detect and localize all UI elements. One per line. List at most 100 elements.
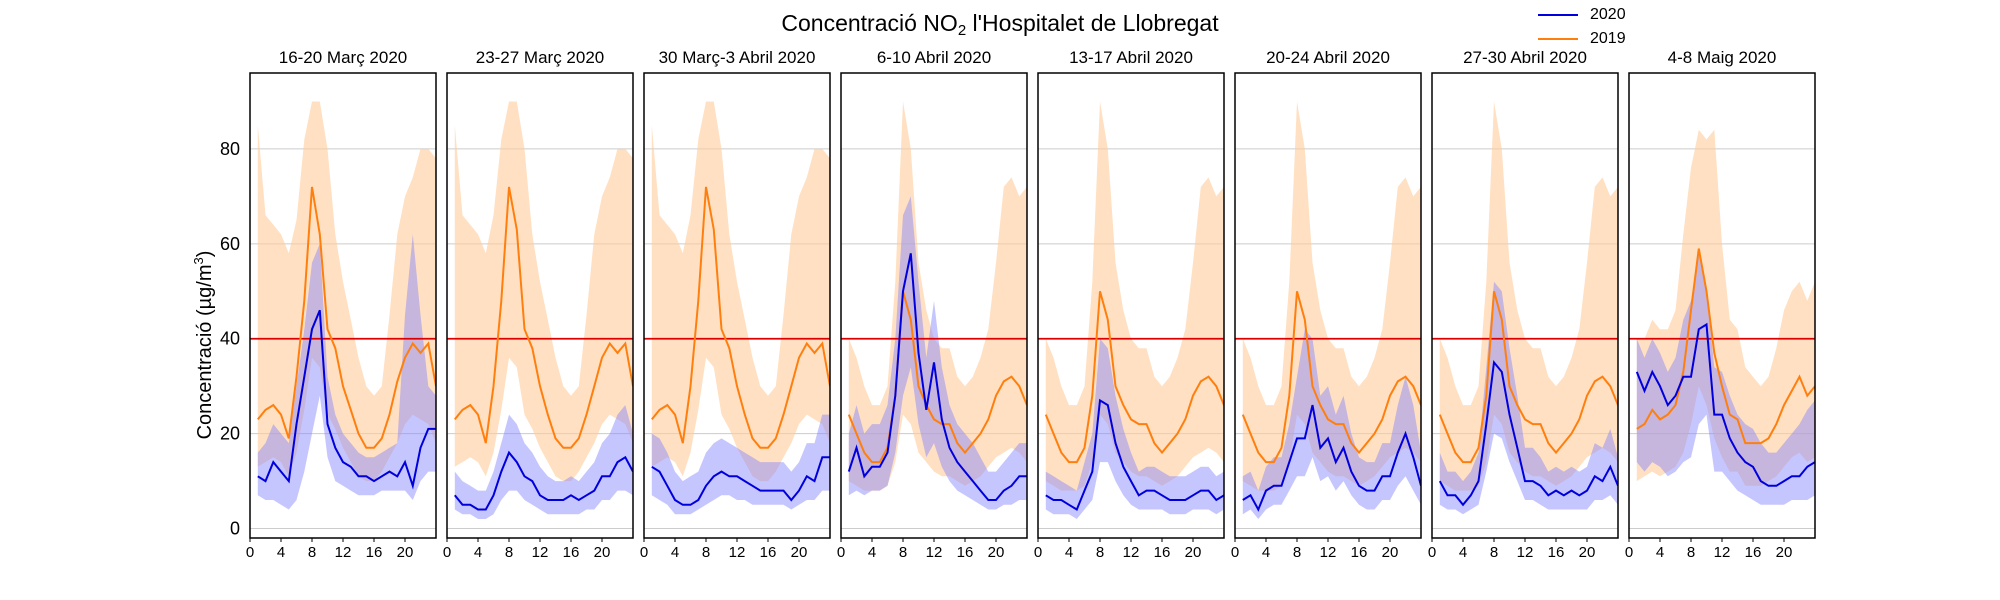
x-tick-label: 16 <box>1548 544 1565 561</box>
x-tick-label: 12 <box>1123 544 1140 561</box>
panel-4: 6-10 Abril 2020 0 4 8 12 16 20 <box>837 48 1028 561</box>
panel-7: 27-30 Abril 2020 0 4 8 12 16 20 <box>1428 48 1619 561</box>
x-tick-label: 16 <box>1351 544 1368 561</box>
series-2020-line <box>257 309 436 490</box>
x-tick-label: 20 <box>1185 544 1202 561</box>
x-tick-label: 20 <box>397 544 414 561</box>
x-tick-label: 0 <box>443 544 451 561</box>
panel-plot-area <box>250 101 436 510</box>
x-tick-label: 12 <box>1714 544 1731 561</box>
legend-entry-2020: 2020 <box>1538 3 1626 27</box>
y-tick-label: 0 <box>230 519 240 539</box>
x-tick-label: 0 <box>1625 544 1633 561</box>
x-tick-label: 12 <box>532 544 549 561</box>
series-2020-line <box>1242 404 1421 512</box>
band-2019 <box>1439 101 1618 491</box>
x-tick-label: 20 <box>1776 544 1793 561</box>
x-tick-label: 0 <box>837 544 845 561</box>
panel-8: 4-8 Maig 2020 0 4 8 12 16 20 <box>1625 48 1816 561</box>
band-2019 <box>454 101 633 482</box>
x-tick-label: 8 <box>1490 544 1498 561</box>
panel-title: 16-20 Març 2020 <box>279 48 408 67</box>
series-2019-line <box>847 291 1027 464</box>
band-2019 <box>651 101 830 482</box>
y-tick-label: 80 <box>220 139 240 159</box>
x-tick-label: 20 <box>1382 544 1399 561</box>
series-2019-line <box>1636 248 1815 445</box>
y-tick-label: 40 <box>220 329 240 349</box>
x-tick-label: 4 <box>1656 544 1664 561</box>
x-tick-label: 4 <box>1459 544 1467 561</box>
band-2019 <box>1636 129 1815 486</box>
x-tick-label: 4 <box>671 544 679 561</box>
panel-plot-area <box>1038 101 1224 519</box>
panel-title: 6-10 Abril 2020 <box>877 48 991 67</box>
legend-swatch-2020 <box>1538 14 1578 16</box>
series-2020-line <box>1438 359 1618 507</box>
x-tick-label: 8 <box>702 544 710 561</box>
x-tick-label: 12 <box>335 544 352 561</box>
legend: 2020 2019 <box>1538 3 1626 51</box>
x-tick-label: 4 <box>1262 544 1270 561</box>
band-2019 <box>848 101 1027 491</box>
panel-plot-area <box>1432 101 1618 515</box>
band-2019 <box>1242 101 1421 491</box>
panel-title: 23-27 Març 2020 <box>476 48 605 67</box>
x-tick-label: 0 <box>640 544 648 561</box>
panel-title: 27-30 Abril 2020 <box>1463 48 1587 67</box>
x-tick-label: 4 <box>277 544 285 561</box>
x-tick-label: 8 <box>1293 544 1301 561</box>
x-tick-label: 16 <box>563 544 580 561</box>
panel-title: 4-8 Maig 2020 <box>1668 48 1777 67</box>
x-tick-label: 16 <box>366 544 383 561</box>
y-tick-label: 60 <box>220 234 240 254</box>
x-tick-label: 16 <box>760 544 777 561</box>
x-tick-label: 20 <box>791 544 808 561</box>
band-2020 <box>454 405 633 519</box>
y-tick-label: 20 <box>220 424 240 444</box>
panel-title: 30 Març-3 Abril 2020 <box>659 48 816 67</box>
x-tick-label: 16 <box>1745 544 1762 561</box>
series-2020-line <box>1635 322 1815 487</box>
panel-title: 13-17 Abril 2020 <box>1069 48 1193 67</box>
x-tick-label: 20 <box>594 544 611 561</box>
legend-label-2019: 2019 <box>1590 30 1626 47</box>
band-2020 <box>1242 329 1421 519</box>
panel-plot-area <box>447 101 633 519</box>
x-tick-label: 4 <box>474 544 482 561</box>
x-tick-label: 8 <box>899 544 907 561</box>
series-2019-line <box>1044 291 1224 464</box>
x-tick-label: 8 <box>505 544 513 561</box>
x-tick-label: 12 <box>729 544 746 561</box>
panel-plot-area <box>1235 101 1421 519</box>
x-tick-label: 8 <box>1096 544 1104 561</box>
x-tick-label: 0 <box>1231 544 1239 561</box>
x-tick-label: 8 <box>1687 544 1695 561</box>
x-tick-label: 12 <box>926 544 943 561</box>
panel-1: 16-20 Març 2020 0 4 8 12 16 20 0 20 40 60 80 <box>220 48 437 561</box>
x-tick-label: 20 <box>988 544 1005 561</box>
x-tick-label: 20 <box>1579 544 1596 561</box>
x-tick-label: 0 <box>1034 544 1042 561</box>
series-2019-line <box>1241 291 1421 464</box>
panel-title: 20-24 Abril 2020 <box>1266 48 1390 67</box>
x-tick-label: 12 <box>1320 544 1337 561</box>
x-tick-label: 0 <box>246 544 254 561</box>
band-2019 <box>1045 101 1224 491</box>
band-2020 <box>257 234 436 510</box>
legend-entry-2019: 2019 <box>1538 27 1626 51</box>
panel-plot-area <box>644 101 830 515</box>
x-tick-label: 0 <box>1428 544 1436 561</box>
series-2019-line <box>1438 291 1618 464</box>
series-2019-line <box>257 186 436 449</box>
panel-3: 30 Març-3 Abril 2020 0 4 8 12 16 20 <box>640 48 831 561</box>
series-2020-line <box>454 450 633 511</box>
panel-plot-area <box>841 101 1027 510</box>
series-2020-line <box>651 456 830 506</box>
x-tick-label: 12 <box>1517 544 1534 561</box>
panel-2: 23-27 Març 2020 0 4 8 12 16 20 <box>443 48 634 561</box>
series-2019-line <box>454 186 633 449</box>
x-tick-label: 4 <box>868 544 876 561</box>
band-2020 <box>1636 253 1815 505</box>
